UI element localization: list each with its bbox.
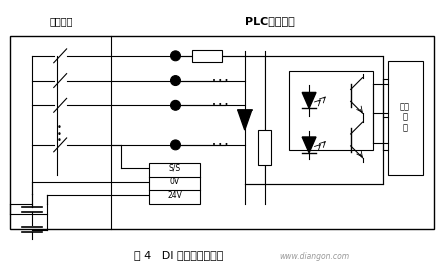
Text: •: • [56, 129, 61, 139]
Text: S/S: S/S [168, 163, 181, 172]
Text: •: • [56, 123, 61, 132]
Text: 24V: 24V [167, 191, 182, 200]
Bar [388, 61, 423, 175]
Text: • • •: • • • [212, 102, 228, 108]
Bar [289, 71, 373, 150]
Text: • • •: • • • [212, 77, 228, 84]
Text: 0V: 0V [170, 177, 179, 186]
Text: • • •: • • • [212, 142, 228, 148]
Text: 图 4   DI 模块切换型电路: 图 4 DI 模块切换型电路 [134, 250, 223, 260]
Bar [265, 56, 383, 185]
Circle shape [170, 100, 180, 110]
Text: PLC内部接线: PLC内部接线 [245, 16, 294, 26]
Circle shape [170, 51, 180, 61]
Bar [149, 163, 200, 204]
Circle shape [170, 140, 180, 150]
Polygon shape [238, 110, 252, 130]
Bar [258, 130, 271, 165]
Polygon shape [302, 93, 316, 108]
Text: 外部接线: 外部接线 [50, 16, 73, 26]
Text: www.diangon.com: www.diangon.com [279, 252, 349, 261]
Polygon shape [302, 137, 316, 153]
Bar [10, 36, 434, 229]
Circle shape [170, 76, 180, 86]
Bar [192, 50, 222, 62]
Text: 至处
理
器: 至处 理 器 [400, 102, 410, 132]
Text: •: • [56, 136, 61, 146]
